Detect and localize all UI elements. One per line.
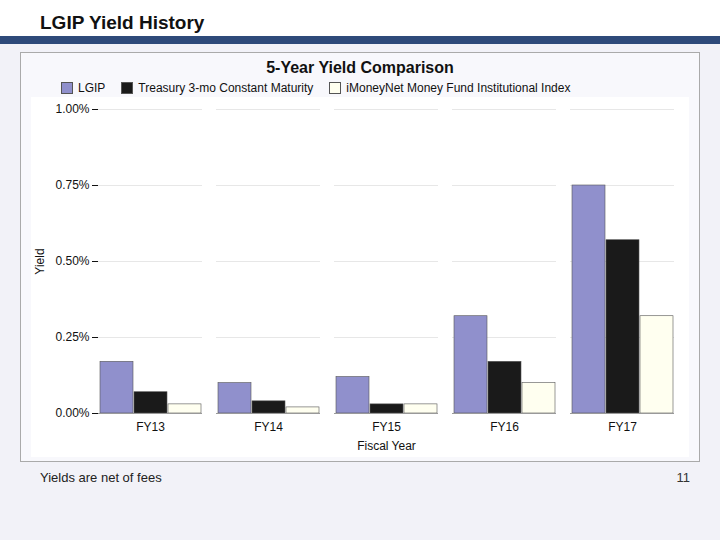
svg-text:Yield: Yield — [33, 248, 47, 274]
svg-text:1.00%: 1.00% — [55, 102, 89, 116]
html-text:LGIP: LGIP — [78, 81, 106, 95]
svg-text:0.25%: 0.25% — [55, 330, 89, 344]
svg-text:FY16: FY16 — [490, 420, 519, 434]
html-text:Yields are net of fees: Yields are net of fees — [40, 470, 162, 485]
svg-text:FY14: FY14 — [254, 420, 283, 434]
svg-text:FY15: FY15 — [372, 420, 401, 434]
html-text:5-Year Yield Comparison: 5-Year Yield Comparison — [266, 59, 454, 76]
svg-text:0.00%: 0.00% — [55, 406, 89, 420]
html-text:LGIP Yield History: LGIP Yield History — [40, 12, 205, 33]
svg-text:0.75%: 0.75% — [55, 178, 89, 192]
html-text:Treasury 3-mo Constant Maturit: Treasury 3-mo Constant Maturity — [138, 81, 314, 95]
svg-text:FY17: FY17 — [608, 420, 637, 434]
svg-text:FY13: FY13 — [136, 420, 165, 434]
svg-text:0.50%: 0.50% — [55, 254, 89, 268]
svg-text:Fiscal Year: Fiscal Year — [357, 439, 416, 453]
html-text:11: 11 — [676, 470, 690, 485]
html-text:iMoneyNet Money Fund Instituti: iMoneyNet Money Fund Institutional Index — [346, 81, 571, 95]
